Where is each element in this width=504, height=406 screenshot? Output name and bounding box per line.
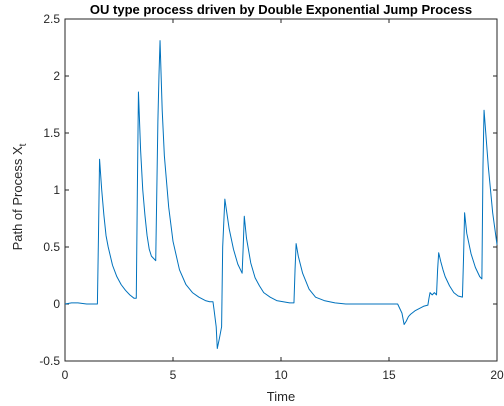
y-tick-label: 1 bbox=[53, 183, 60, 197]
x-axis: 0 5 10 15 20 bbox=[62, 19, 504, 382]
y-tick-label: 2 bbox=[53, 69, 60, 83]
chart-title: OU type process driven by Double Exponen… bbox=[90, 2, 472, 17]
y-tick-label: -0.5 bbox=[39, 354, 60, 368]
y-tick-label: 2.5 bbox=[43, 12, 60, 26]
x-axis-label: Time bbox=[267, 389, 295, 404]
y-tick-label: 1.5 bbox=[43, 126, 60, 140]
x-tick-label: 0 bbox=[62, 368, 69, 382]
series-line bbox=[64, 40, 498, 349]
y-axis-label-main: Path of Process X bbox=[10, 146, 25, 250]
y-axis: -0.5 0 0.5 1 1.5 2 2.5 bbox=[39, 12, 497, 368]
y-axis-label-subscript: t bbox=[18, 143, 29, 146]
plot-area-frame bbox=[64, 18, 498, 362]
x-tick-label: 10 bbox=[274, 368, 288, 382]
x-tick-label: 5 bbox=[170, 368, 177, 382]
x-tick-label: 20 bbox=[490, 368, 504, 382]
y-tick-label: 0.5 bbox=[43, 240, 60, 254]
y-axis-label: Path of Process Xt bbox=[10, 143, 29, 250]
y-tick-label: 0 bbox=[53, 297, 60, 311]
x-tick-label: 15 bbox=[382, 368, 396, 382]
